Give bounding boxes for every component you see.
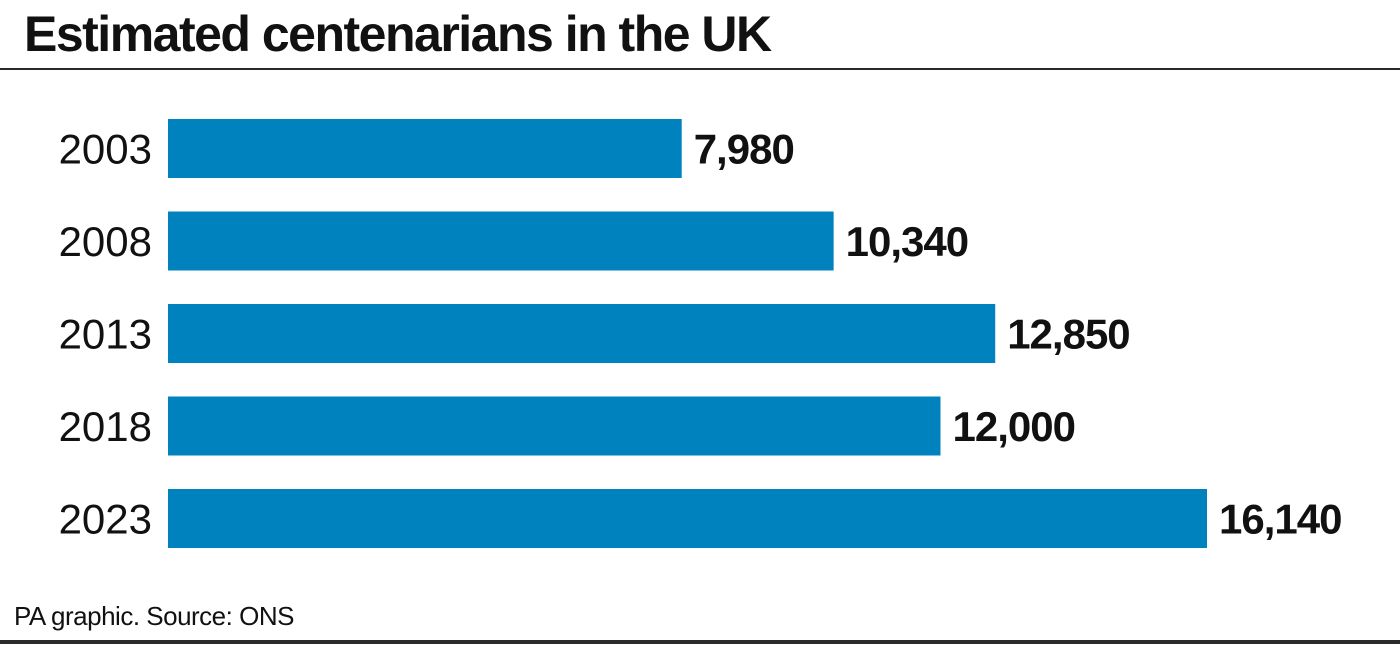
bar-2008 — [168, 211, 834, 271]
value-label-2003: 7,980 — [694, 126, 794, 173]
source-note: PA graphic. Source: ONS — [14, 601, 294, 631]
value-label-2013: 12,850 — [1007, 311, 1129, 358]
bar-chart: 2003 7,980 2008 10,340 2013 12,850 2018 12,000 2… — [59, 119, 1342, 548]
bar-2003 — [168, 119, 682, 178]
bar-2018 — [168, 396, 941, 456]
value-label-2008: 10,340 — [846, 218, 968, 265]
bar-2023 — [168, 489, 1207, 548]
chart-title: Estimated centenarians in the UK — [24, 6, 772, 62]
bottom-divider — [0, 640, 1400, 644]
title-divider — [0, 68, 1400, 70]
value-label-2023: 16,140 — [1219, 496, 1341, 543]
category-label-2013: 2013 — [59, 311, 152, 358]
value-label-2018: 12,000 — [952, 403, 1074, 450]
category-label-2003: 2003 — [59, 126, 152, 173]
category-label-2023: 2023 — [59, 496, 152, 543]
bar-2013 — [168, 304, 996, 363]
category-label-2018: 2018 — [59, 403, 152, 450]
category-label-2008: 2008 — [59, 218, 152, 265]
